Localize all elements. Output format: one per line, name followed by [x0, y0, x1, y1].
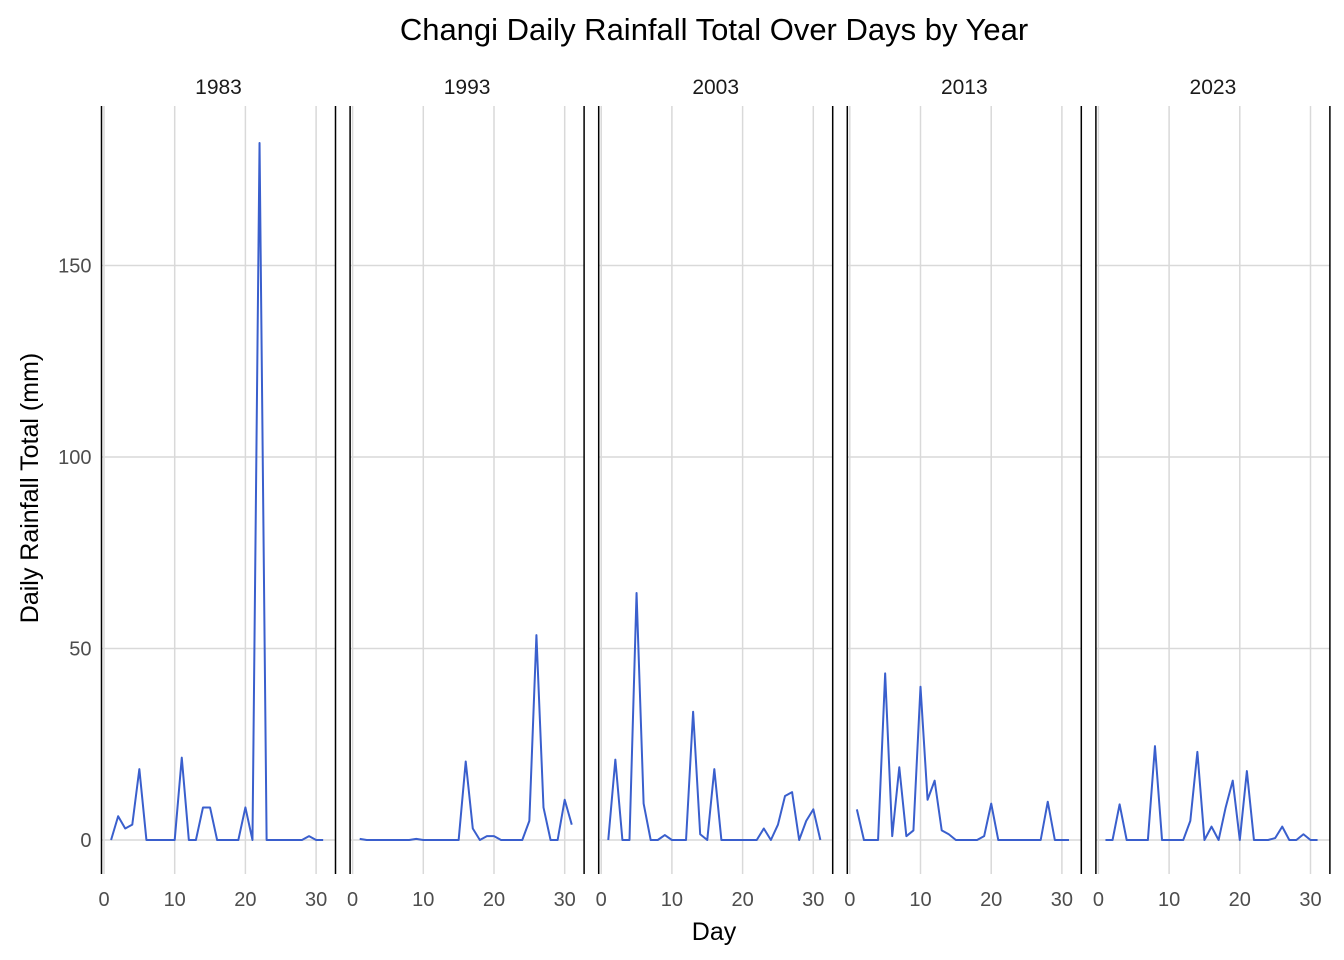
rainfall-line-1983 — [110, 141, 324, 841]
facet-strip-label: 2003 — [692, 76, 739, 99]
x-tick-label: 20 — [483, 889, 505, 911]
x-tick-label: 10 — [661, 889, 683, 911]
x-tick-label: 10 — [1158, 889, 1180, 911]
facet-panel-1993: 1993 0 10 20 30 — [347, 76, 585, 911]
facet-panel-2003: 2003 0 10 20 30 — [596, 76, 834, 911]
x-tick-label: 10 — [164, 889, 186, 911]
chart-title: Changi Daily Rainfall Total Over Days by… — [400, 12, 1028, 47]
y-tick-label: 150 — [58, 256, 91, 278]
x-tick-label: 20 — [980, 889, 1002, 911]
rainfall-line-2023 — [1105, 745, 1318, 841]
x-tick-label: 0 — [347, 889, 358, 911]
facet-strip-label: 2013 — [941, 76, 988, 99]
rainfall-line-2013 — [855, 672, 1069, 841]
facet-strip-label: 1983 — [195, 76, 242, 99]
x-tick-label: 0 — [844, 889, 855, 911]
facet-strip-label: 1993 — [444, 76, 491, 99]
x-tick-label: 0 — [1093, 889, 1104, 911]
x-tick-label: 20 — [1229, 889, 1251, 911]
y-tick-label: 0 — [80, 830, 91, 852]
x-tick-label: 30 — [305, 889, 327, 911]
rainfall-line-1993 — [359, 634, 573, 841]
x-tick-label: 20 — [731, 889, 753, 911]
facet-panel-2023: 2023 0 10 20 30 — [1093, 76, 1331, 911]
x-tick-label: 10 — [909, 889, 931, 911]
y-tick-label: 100 — [58, 447, 91, 469]
x-tick-label: 20 — [234, 889, 256, 911]
y-tick-labels: 0 50 100 150 — [58, 256, 91, 853]
x-tick-label: 10 — [412, 889, 434, 911]
x-tick-label: 30 — [554, 889, 576, 911]
facet-panel-2013: 2013 0 10 20 30 — [844, 76, 1083, 911]
y-tick-label: 50 — [69, 639, 91, 661]
x-axis-title: Day — [692, 918, 737, 946]
facet-strip-label: 2023 — [1190, 76, 1237, 99]
x-tick-label: 30 — [802, 889, 824, 911]
facet-panel-1983: 1983 0 10 20 30 — [98, 76, 337, 911]
rainfall-line-2003 — [607, 591, 822, 841]
x-tick-label: 0 — [98, 889, 109, 911]
x-tick-label: 30 — [1051, 889, 1073, 911]
x-tick-label: 30 — [1299, 889, 1321, 911]
y-axis-title: Daily Rainfall Total (mm) — [16, 353, 44, 623]
x-tick-label: 0 — [596, 889, 607, 911]
